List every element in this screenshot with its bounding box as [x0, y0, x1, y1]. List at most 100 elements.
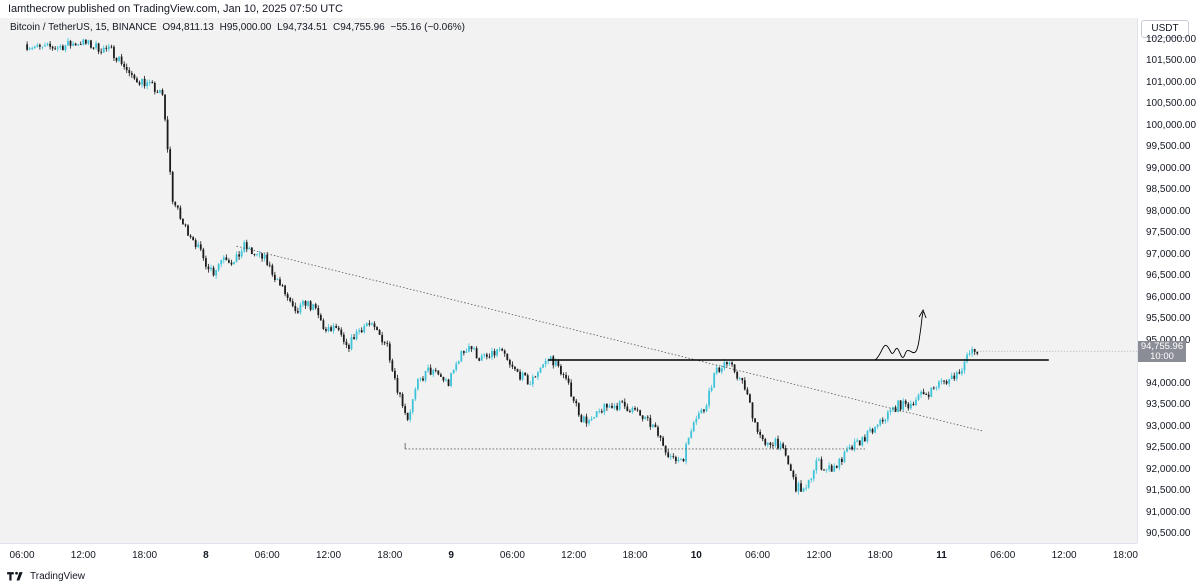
candle-body [544, 361, 547, 365]
time-tick: 06:00 [254, 550, 280, 561]
chart-pane[interactable] [0, 18, 1137, 543]
candle-body [373, 323, 376, 328]
candle-body [59, 45, 62, 48]
candle-body [243, 242, 246, 252]
candle-body [519, 371, 521, 380]
candle-body [815, 460, 818, 471]
candle-body [141, 78, 143, 85]
candle-body [483, 354, 486, 356]
candle-body [680, 458, 682, 460]
candle-body [284, 285, 286, 295]
candle-body [802, 488, 805, 492]
candle-body [772, 444, 774, 446]
candle-body [90, 40, 92, 48]
candle-body [41, 46, 44, 48]
candle-body [268, 264, 271, 266]
candle-body [394, 370, 396, 379]
candle-body [473, 348, 475, 350]
candle-body [585, 416, 588, 424]
candle-body [276, 279, 279, 281]
time-tick: 12:00 [561, 550, 587, 561]
time-tick: 18:00 [132, 550, 158, 561]
candle-body [915, 399, 917, 406]
price-axis[interactable] [1137, 18, 1200, 543]
candle-body [79, 44, 82, 46]
candle-body [514, 366, 516, 370]
candle-body [61, 45, 64, 51]
candle-body [552, 356, 555, 366]
time-tick: 12:00 [806, 550, 832, 561]
candle-body [95, 43, 97, 48]
descending-trendline [236, 245, 983, 432]
candle-body [909, 403, 912, 409]
candle-body [207, 266, 210, 270]
candle-body [715, 367, 718, 374]
candle-body [113, 46, 115, 59]
candle-body [304, 301, 307, 306]
candle-body [506, 353, 509, 360]
candle-body [830, 465, 833, 472]
candle-body [718, 367, 721, 372]
candle-body [480, 355, 483, 361]
candle-body [330, 327, 332, 331]
candle-body [874, 426, 876, 433]
candle-body [608, 405, 611, 408]
candle-body [169, 149, 172, 172]
candle-body [899, 400, 902, 410]
candle-body [123, 63, 126, 67]
candle-body [72, 43, 74, 46]
time-tick: 11 [936, 550, 947, 561]
candle-body [360, 330, 363, 333]
candle-body [677, 459, 680, 462]
candle-body [902, 400, 905, 410]
candle-body [598, 411, 601, 412]
price-tick: 99,000.00 [1146, 162, 1191, 174]
candle-body [662, 437, 664, 446]
time-tick: 8 [203, 550, 209, 561]
currency-selector[interactable]: USDT [1141, 20, 1189, 38]
candle-body [593, 417, 596, 419]
candle-body [368, 323, 371, 325]
price-tick: 96,500.00 [1146, 270, 1191, 282]
candle-body [33, 46, 36, 49]
candle-body [950, 375, 953, 380]
candle-body [833, 465, 836, 472]
candle-body [253, 254, 256, 255]
candle-body [87, 40, 90, 44]
candle-body [291, 301, 294, 306]
candle-body [322, 320, 325, 330]
current-price: 94,755.96 [1140, 341, 1184, 353]
candle-body [434, 369, 437, 371]
candle-body [917, 394, 920, 400]
candle-body [861, 437, 864, 446]
symbol-legend: Bitcoin / TetherUS, 15, BINANCE O94,811.… [10, 22, 468, 33]
candle-body [554, 361, 557, 366]
symbol-name[interactable]: Bitcoin / TetherUS, 15, BINANCE [10, 22, 157, 33]
candle-body [572, 396, 575, 401]
candle-body [225, 257, 228, 261]
candle-body [399, 392, 401, 395]
candle-body [355, 331, 358, 340]
brand-name: TradingView [30, 570, 86, 582]
candle-body [378, 329, 381, 335]
open-value: O94,811.13 [162, 22, 214, 33]
candle-body [577, 403, 580, 416]
candle-body [133, 74, 136, 79]
candle-body [812, 470, 815, 479]
candle-body [289, 297, 292, 302]
candle-body [128, 70, 131, 74]
candle-body [230, 262, 233, 265]
candle-body [639, 410, 642, 416]
candle-body [179, 207, 182, 219]
candle-body [692, 422, 695, 432]
candle-body [697, 413, 700, 419]
publish-info: Iamthecrow published on TradingView.com,… [8, 3, 343, 15]
candle-body [28, 48, 31, 50]
time-tick: 06:00 [745, 550, 771, 561]
chart-canvas[interactable] [0, 0, 1137, 543]
time-axis[interactable]: 06:00 12:00 18:00 8 06:00 12:00 18:00 9 06:00 12:… [0, 543, 1138, 566]
candle-body [871, 429, 874, 433]
candle-body [404, 406, 407, 413]
candle-body [631, 407, 634, 412]
candle-body [659, 435, 662, 438]
